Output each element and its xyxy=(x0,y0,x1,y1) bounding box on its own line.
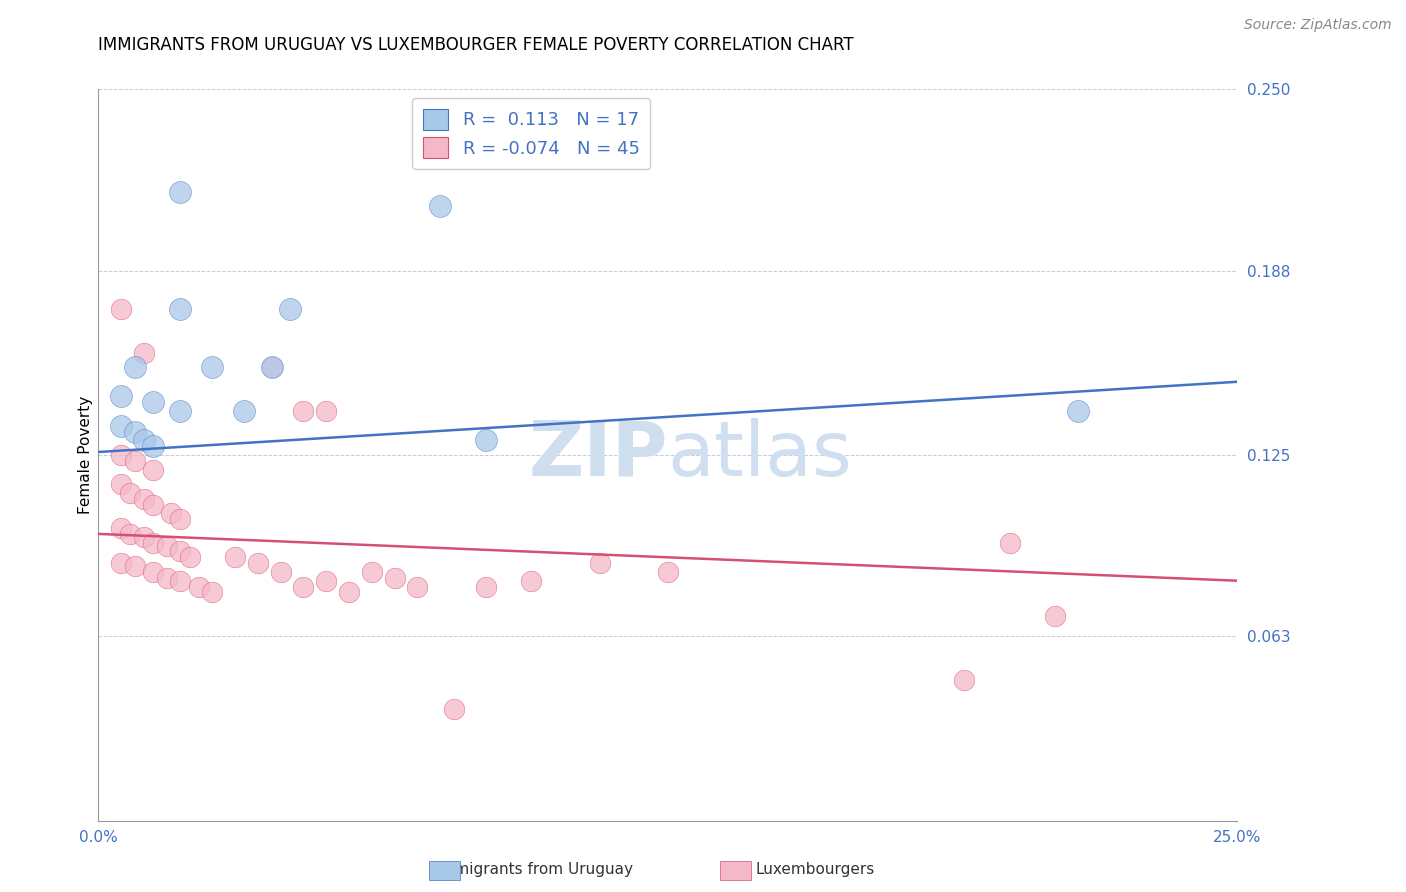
Text: Immigrants from Uruguay: Immigrants from Uruguay xyxy=(436,863,633,877)
Point xyxy=(132,345,155,359)
Point xyxy=(233,404,256,418)
Point xyxy=(292,580,315,594)
Point xyxy=(124,425,146,439)
Point xyxy=(120,486,142,500)
Point xyxy=(110,448,132,462)
Text: Luxembourgers: Luxembourgers xyxy=(756,863,875,877)
Point xyxy=(292,404,315,418)
Point xyxy=(156,571,179,585)
Point xyxy=(474,580,496,594)
Point xyxy=(169,574,191,588)
Point xyxy=(110,556,132,570)
Point xyxy=(169,512,191,526)
Point xyxy=(406,580,429,594)
Point xyxy=(142,535,165,549)
Point xyxy=(278,301,301,316)
Point xyxy=(224,550,246,565)
Point xyxy=(169,404,191,418)
Point xyxy=(110,389,132,403)
Point xyxy=(110,301,132,316)
Text: Source: ZipAtlas.com: Source: ZipAtlas.com xyxy=(1244,18,1392,32)
Point xyxy=(142,439,165,453)
Legend: R =  0.113   N = 17, R = -0.074   N = 45: R = 0.113 N = 17, R = -0.074 N = 45 xyxy=(412,98,651,169)
Point xyxy=(315,404,337,418)
Point xyxy=(1043,608,1066,623)
Point xyxy=(142,462,165,476)
Point xyxy=(142,395,165,409)
Point xyxy=(120,527,142,541)
Point xyxy=(124,454,146,468)
Point xyxy=(260,360,283,375)
Point xyxy=(201,585,224,599)
Point xyxy=(657,565,679,579)
Point xyxy=(187,580,209,594)
Point xyxy=(270,565,292,579)
Point xyxy=(169,301,191,316)
Point xyxy=(110,521,132,535)
Point xyxy=(179,550,201,565)
Point xyxy=(110,477,132,491)
Text: ZIP: ZIP xyxy=(529,418,668,491)
Point xyxy=(132,434,155,448)
Point xyxy=(124,559,146,574)
Point xyxy=(142,498,165,512)
Point xyxy=(360,565,382,579)
Point xyxy=(246,556,269,570)
Point xyxy=(953,673,976,688)
Point xyxy=(520,574,543,588)
Point xyxy=(1067,404,1090,418)
Point xyxy=(132,530,155,544)
Point xyxy=(110,418,132,433)
Y-axis label: Female Poverty: Female Poverty xyxy=(77,396,93,514)
Point xyxy=(474,434,496,448)
Point xyxy=(169,185,191,199)
Point xyxy=(429,199,451,213)
Point xyxy=(337,585,360,599)
Point xyxy=(160,507,183,521)
Point xyxy=(132,491,155,506)
Point xyxy=(124,360,146,375)
Point xyxy=(142,565,165,579)
Text: atlas: atlas xyxy=(668,418,852,491)
Text: IMMIGRANTS FROM URUGUAY VS LUXEMBOURGER FEMALE POVERTY CORRELATION CHART: IMMIGRANTS FROM URUGUAY VS LUXEMBOURGER … xyxy=(98,36,853,54)
Point xyxy=(384,571,406,585)
Point xyxy=(169,544,191,558)
Point xyxy=(998,535,1021,549)
Point xyxy=(588,556,610,570)
Point xyxy=(201,360,224,375)
Point xyxy=(156,539,179,553)
Point xyxy=(260,360,283,375)
Point xyxy=(443,702,465,716)
Point xyxy=(315,574,337,588)
